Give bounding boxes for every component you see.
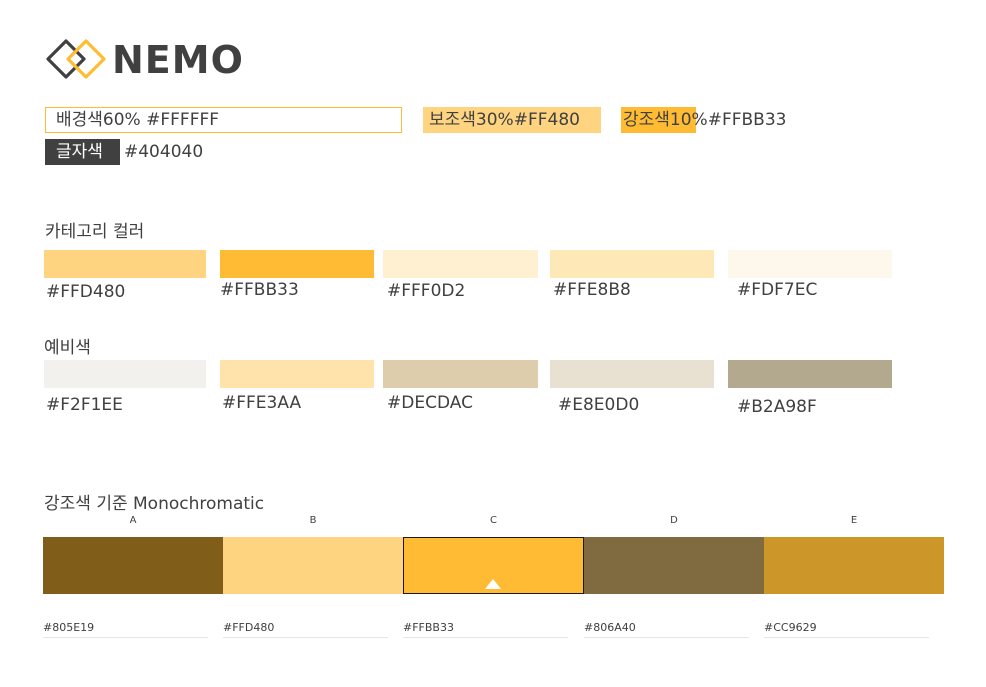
brand-name: NEMO [112, 38, 244, 82]
mono-hex-underline [223, 637, 388, 638]
mono-color-b[interactable] [223, 537, 403, 594]
nemo-logo-icon [46, 39, 106, 79]
spare-hex-4: #E8E0D0 [558, 395, 640, 415]
mono-letter-d: D [670, 515, 678, 526]
mono-hex-underline [403, 637, 568, 638]
mono-hex-a: #805E19 [43, 621, 95, 634]
mono-letter-a: A [129, 515, 137, 526]
mono-letter-b: B [309, 515, 317, 526]
category-hex-1: #FFD480 [46, 282, 126, 302]
legend-accent-color: 강조색10%#FFBB33 [623, 110, 787, 130]
mono-color-a[interactable] [43, 537, 223, 594]
spare-hex-5: #B2A98F [737, 397, 817, 417]
category-hex-3: #FFF0D2 [387, 281, 466, 301]
spare-swatch-4 [550, 360, 714, 388]
mono-hex-e: #CC9629 [764, 621, 817, 634]
category-hex-4: #FFE8B8 [553, 280, 631, 300]
legend-text-swatch [45, 139, 120, 165]
category-swatch-3 [383, 250, 538, 278]
legend-sub-color: 보조색30%#FF480 [423, 107, 601, 133]
mono-hex-c: #FFBB33 [403, 621, 454, 634]
legend-background-color: 배경색60% #FFFFFF [45, 107, 402, 133]
category-colors-title: 카테고리 컬러 [45, 222, 145, 242]
spare-swatch-1 [44, 360, 206, 388]
monochromatic-title: 강조색 기준 Monochromatic [44, 494, 265, 514]
spare-swatch-2 [220, 360, 374, 388]
mono-letter-e: E [850, 515, 858, 526]
spare-hex-3: #DECDAC [387, 393, 473, 413]
spare-colors-title: 예비색 [44, 338, 91, 358]
mono-hex-d: #806A40 [584, 621, 636, 634]
spare-hex-2: #FFE3AA [222, 393, 302, 413]
category-swatch-4 [550, 250, 714, 278]
mono-hex-underline [764, 637, 929, 638]
mono-color-d[interactable] [584, 537, 764, 594]
category-hex-5: #FDF7EC [737, 280, 818, 300]
spare-hex-1: #F2F1EE [46, 395, 123, 415]
category-hex-2: #FFBB33 [220, 280, 299, 300]
legend-accent-swatch [621, 107, 696, 133]
mono-hex-b: #FFD480 [223, 621, 275, 634]
legend-text-color-label: 글자색 [56, 142, 103, 162]
category-swatch-1 [44, 250, 206, 278]
mono-color-e[interactable] [764, 537, 944, 594]
category-swatch-5 [728, 250, 892, 278]
mono-hex-underline [43, 637, 208, 638]
legend-text-color-hex: #404040 [124, 142, 204, 162]
mono-hex-underline [584, 637, 749, 638]
spare-swatch-3 [383, 360, 538, 388]
category-swatch-2 [220, 250, 374, 278]
mono-letter-c: C [490, 515, 497, 526]
selected-marker-icon [485, 579, 501, 589]
spare-swatch-5 [728, 360, 892, 388]
